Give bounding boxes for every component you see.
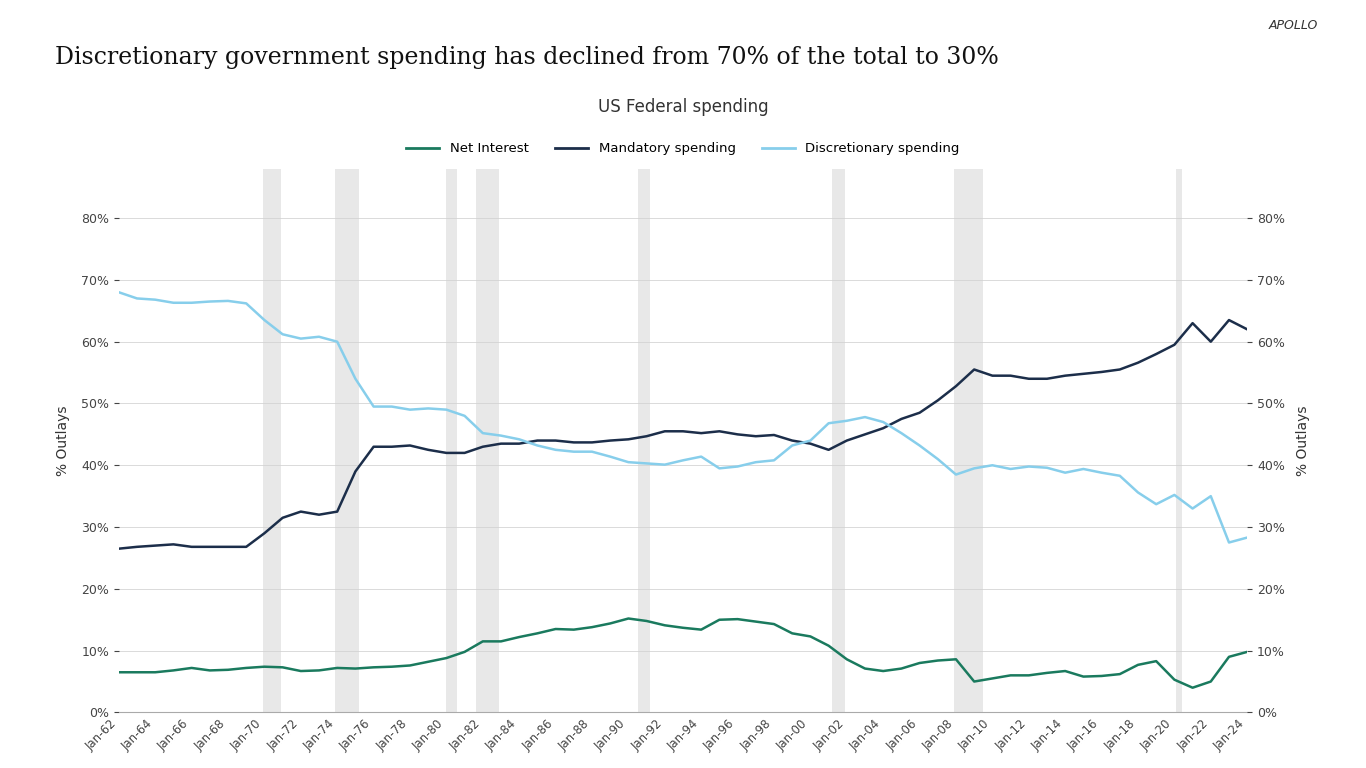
- Net Interest: [1239, 647, 1255, 657]
- Discretionary spending: [419, 404, 436, 413]
- Bar: [1176, 169, 1182, 713]
- Bar: [475, 169, 499, 713]
- Net Interest: [1184, 683, 1201, 692]
- Mandatory spending: [1221, 316, 1238, 325]
- Mandatory spending: [1239, 325, 1255, 334]
- Net Interest: [419, 657, 436, 667]
- Discretionary spending: [111, 288, 127, 297]
- Discretionary spending: [1221, 538, 1238, 547]
- Discretionary spending: [675, 455, 691, 465]
- Net Interest: [657, 621, 673, 630]
- Discretionary spending: [1202, 492, 1218, 501]
- Discretionary spending: [893, 429, 910, 438]
- Bar: [447, 169, 458, 713]
- Bar: [262, 169, 281, 713]
- Net Interest: [911, 658, 928, 667]
- Bar: [336, 169, 359, 713]
- Text: APOLLO: APOLLO: [1269, 19, 1318, 32]
- Net Interest: [620, 614, 637, 623]
- Mandatory spending: [419, 445, 436, 455]
- Mandatory spending: [638, 432, 654, 441]
- Net Interest: [456, 647, 473, 657]
- Mandatory spending: [111, 544, 127, 553]
- Y-axis label: % Outlays: % Outlays: [56, 406, 70, 476]
- Text: Discretionary government spending has declined from 70% of the total to 30%: Discretionary government spending has de…: [55, 46, 999, 69]
- Line: Discretionary spending: Discretionary spending: [119, 293, 1247, 542]
- Net Interest: [111, 667, 127, 677]
- Net Interest: [693, 625, 709, 634]
- Legend: Net Interest, Mandatory spending, Discretionary spending: Net Interest, Mandatory spending, Discre…: [400, 137, 966, 161]
- Discretionary spending: [638, 458, 654, 468]
- Discretionary spending: [456, 411, 473, 420]
- Net Interest: [1221, 652, 1238, 661]
- Mandatory spending: [675, 427, 691, 436]
- Line: Mandatory spending: Mandatory spending: [119, 320, 1247, 548]
- Text: US Federal spending: US Federal spending: [598, 98, 768, 116]
- Discretionary spending: [1239, 533, 1255, 542]
- Bar: [638, 169, 650, 713]
- Y-axis label: % Outlays: % Outlays: [1296, 406, 1310, 476]
- Mandatory spending: [456, 449, 473, 458]
- Bar: [955, 169, 984, 713]
- Line: Net Interest: Net Interest: [119, 618, 1247, 687]
- Bar: [832, 169, 846, 713]
- Mandatory spending: [893, 414, 910, 423]
- Mandatory spending: [1202, 337, 1218, 346]
